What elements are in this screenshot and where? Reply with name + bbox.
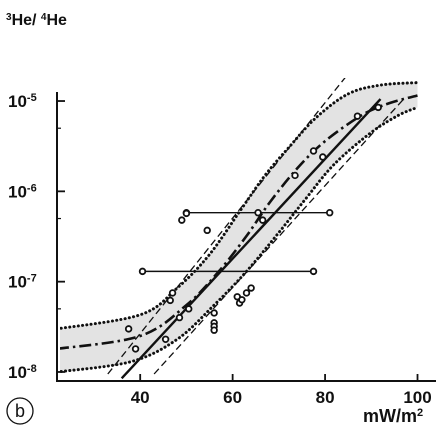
data-point <box>309 147 318 155</box>
y-axis-title-sup2: 4 <box>41 12 47 23</box>
error-bar-end-point <box>325 209 334 217</box>
data-point <box>168 289 177 297</box>
dashed-line-lower <box>153 98 405 375</box>
data-point <box>238 296 246 304</box>
data-point <box>161 335 170 344</box>
x-tick-label: 100 <box>403 388 431 407</box>
dashed-line-upper <box>107 78 346 375</box>
data-point <box>242 289 251 297</box>
data-point <box>175 313 184 322</box>
data-point <box>254 209 262 217</box>
data-point <box>182 209 191 218</box>
band-upper-dotted-line <box>60 81 419 330</box>
y-tick-label: 10-7 <box>8 273 37 292</box>
data-point <box>374 103 382 112</box>
data-point <box>178 216 186 224</box>
data-point <box>185 305 193 313</box>
plot-area <box>60 78 419 380</box>
y-axis-title-sup1: 3 <box>6 12 12 23</box>
band-lower-dotted-line <box>60 105 419 374</box>
data-point <box>131 345 140 353</box>
x-axis-ticks: 40 60 80 100 <box>131 374 432 407</box>
data-point <box>258 216 267 224</box>
y-tick-label: 10-8 <box>8 363 37 382</box>
panel-label: b <box>6 397 34 425</box>
x-axis-title: mW/m2 <box>363 406 423 426</box>
data-point <box>291 171 299 180</box>
data-points <box>124 103 382 353</box>
x-tick-label: 60 <box>223 388 242 407</box>
y-axis-title-part2: He <box>46 12 67 29</box>
y-axis-title: 3He/ 4He <box>6 12 67 30</box>
error-bar-end-point <box>138 267 147 276</box>
data-point <box>210 309 218 317</box>
panel-label-circle <box>6 397 34 425</box>
x-axis-title-sup: 2 <box>417 407 423 419</box>
panel-label-text: b <box>15 401 25 421</box>
y-tick-label: 10-5 <box>8 92 37 111</box>
error-bar-end-point <box>309 267 318 276</box>
solid-fit-line <box>120 98 382 380</box>
y-axis-title-part1: He/ <box>12 12 41 29</box>
data-point <box>210 326 218 334</box>
data-point <box>319 153 327 161</box>
data-point <box>353 112 362 120</box>
x-tick-label: 40 <box>131 388 150 407</box>
x-axis-title-base: mW/m <box>363 406 417 426</box>
error-bar <box>138 267 318 276</box>
y-axis-ticks: 10-5 10-6 10-7 10-8 <box>8 92 65 382</box>
y-tick-label: 10-6 <box>8 182 37 201</box>
data-point <box>166 296 174 305</box>
confidence-band <box>60 82 418 372</box>
x-tick-label: 80 <box>316 388 335 407</box>
data-point <box>124 325 133 333</box>
data-point <box>203 226 211 235</box>
data-point <box>247 284 255 292</box>
